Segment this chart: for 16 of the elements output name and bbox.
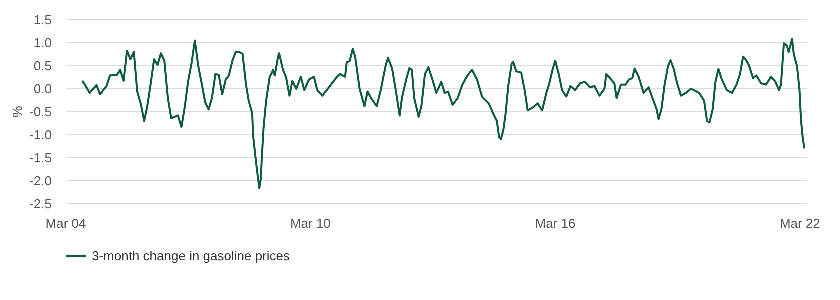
y-tick-label: -1.5 — [30, 150, 52, 166]
y-tick-label: -2.5 — [30, 196, 52, 212]
legend-label: 3-month change in gasoline prices — [92, 248, 291, 264]
y-tick-label: 1.5 — [34, 12, 52, 28]
line-series — [82, 38, 806, 190]
x-tick-label: Mar 22 — [780, 216, 820, 231]
y-axis-title: % — [10, 106, 25, 118]
x-tick-label: Mar 04 — [46, 216, 86, 231]
x-tick-label: Mar 16 — [535, 216, 576, 231]
y-tick-label: -0.5 — [30, 104, 52, 120]
y-tick-label: -1.0 — [30, 128, 52, 143]
y-tick-label: 1.0 — [34, 36, 52, 51]
y-tick-label: 0.0 — [34, 82, 52, 97]
x-tick-label: Mar 10 — [290, 216, 331, 231]
y-tick-label: 0.5 — [34, 58, 52, 74]
y-tick-label: -2.0 — [30, 174, 52, 189]
